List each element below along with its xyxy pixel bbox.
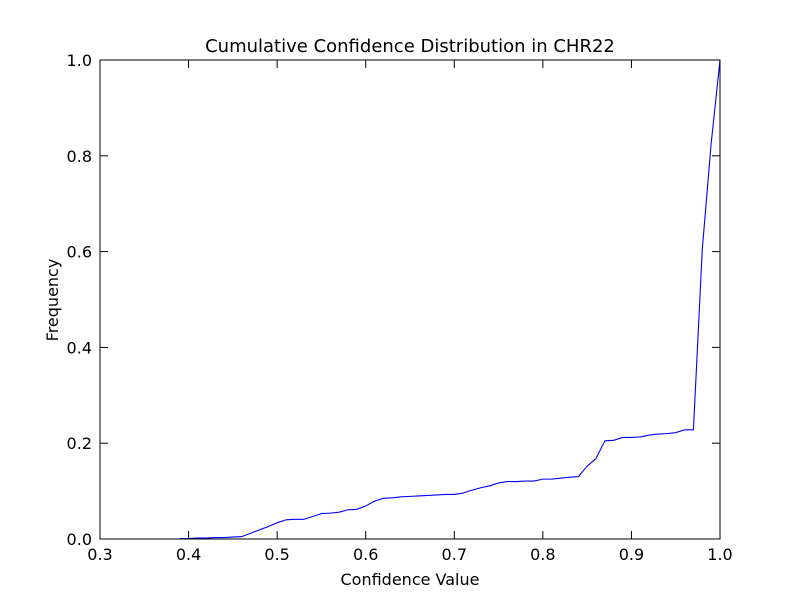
ticks: 0.3 0.4 0.5 0.6 0.7 0.8 0.9 1.0 0.0 0.2 0.4 0.6 0.8 1…: [67, 51, 733, 564]
x-tick-label: 0.5: [264, 545, 289, 564]
plot-area: [179, 59, 721, 540]
chart-title: Cumulative Confidence Distribution in CH…: [205, 36, 615, 57]
y-tick-label: 0.0: [67, 530, 92, 549]
x-axis-label: Confidence Value: [341, 570, 480, 589]
x-tick-label: 1.0: [707, 545, 732, 564]
x-tick-label: 0.4: [176, 545, 201, 564]
x-tick-label: 0.8: [530, 545, 555, 564]
x-tick-label: 0.6: [353, 545, 378, 564]
y-tick-label: 0.6: [67, 243, 92, 262]
axes-frame: [99, 59, 721, 540]
y-axis-label: Frequency: [43, 259, 62, 342]
x-tick-label: 0.3: [87, 545, 112, 564]
y-tick-label: 0.8: [67, 147, 92, 166]
y-tick-label: 1.0: [67, 51, 92, 70]
x-tick-label: 0.7: [442, 545, 467, 564]
series-line-0: [179, 59, 721, 540]
y-tick-label: 0.4: [67, 338, 92, 357]
y-tick-label: 0.2: [67, 434, 92, 453]
x-tick-label: 0.9: [619, 545, 644, 564]
